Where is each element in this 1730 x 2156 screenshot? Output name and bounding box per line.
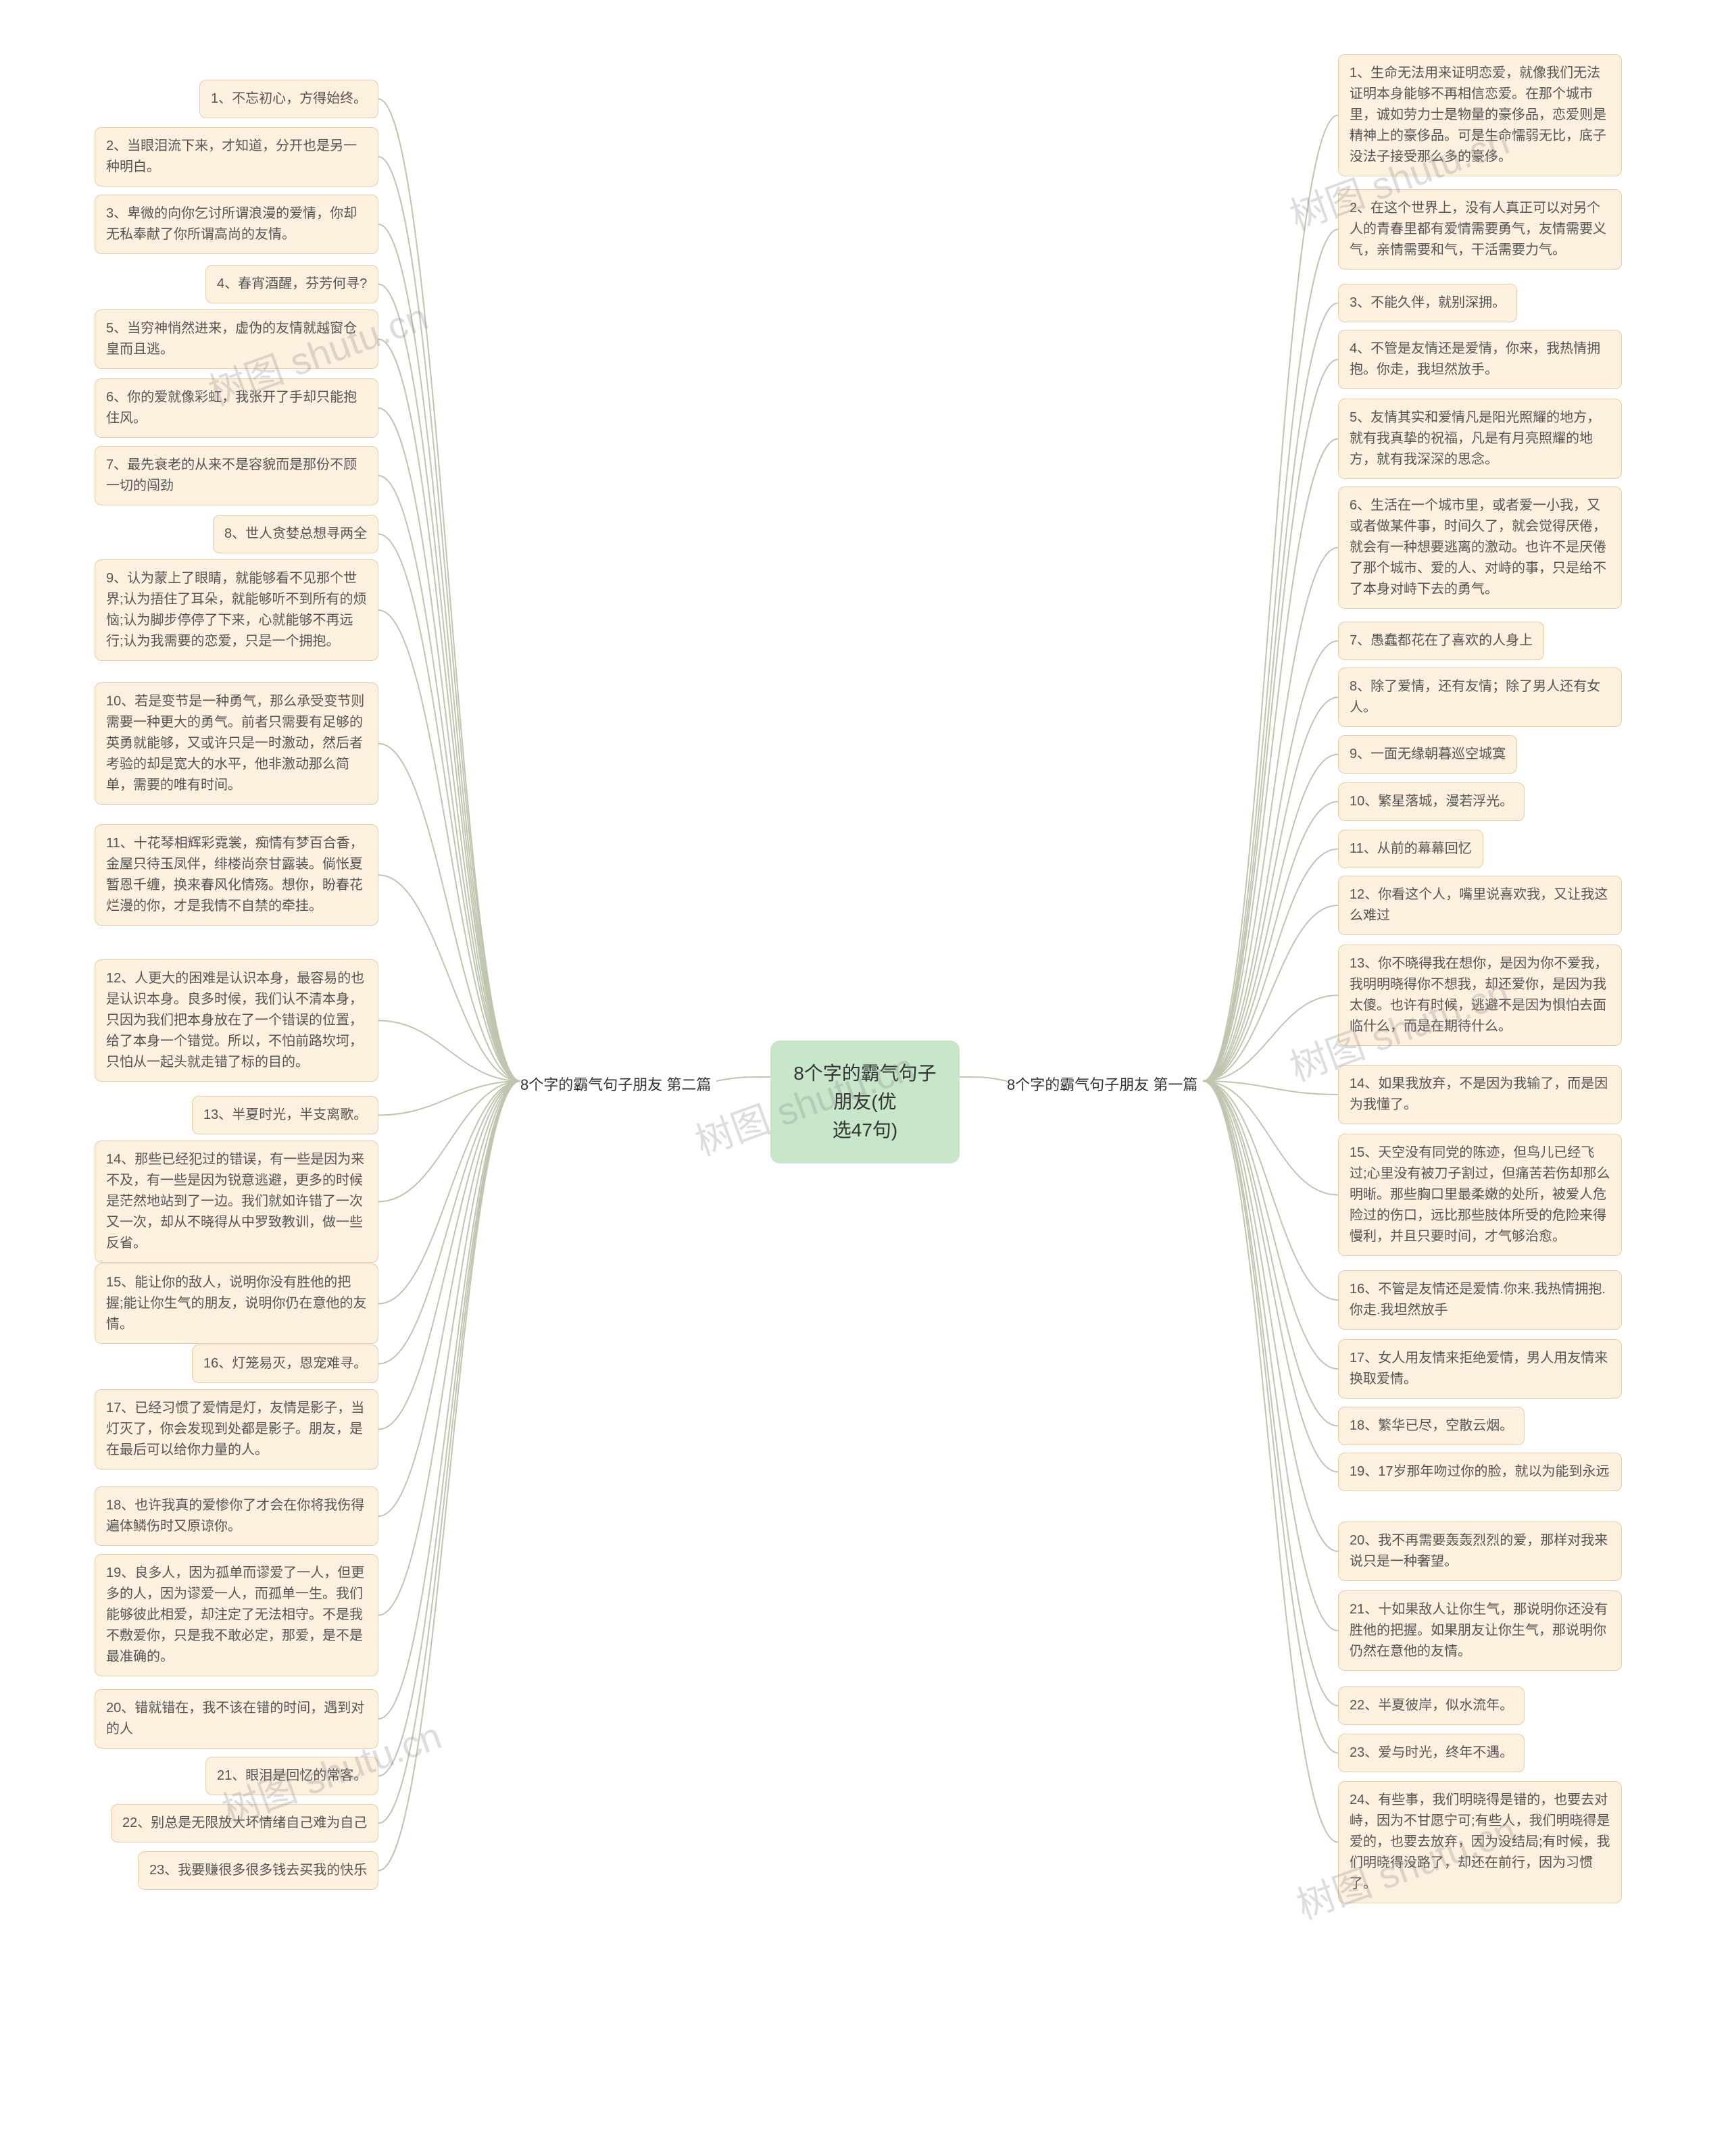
leaf-left: 5、当穷神悄然进来，虚伪的友情就越窗仓皇而且逃。 [95,309,378,369]
leaf-left: 9、认为蒙上了眼睛，就能够看不见那个世界;认为捂住了耳朵，就能够听不到所有的烦恼… [95,559,378,661]
leaf-right: 17、女人用友情来拒绝爱情，男人用友情来换取爱情。 [1338,1339,1622,1399]
leaf-right: 15、天空没有同党的陈迹，但鸟儿已经飞过;心里没有被刀子割过，但痛苦若伤却那么明… [1338,1134,1622,1256]
leaf-left: 21、眼泪是回忆的常客。 [205,1757,378,1795]
leaf-right: 5、友情其实和爱情凡是阳光照耀的地方，就有我真挚的祝福，凡是有月亮照耀的地方，就… [1338,399,1622,479]
leaf-right: 7、愚蠢都花在了喜欢的人身上 [1338,622,1544,660]
center-node: 8个字的霸气句子朋友(优 选47句) [770,1041,960,1163]
leaf-right: 23、爱与时光，终年不遇。 [1338,1734,1525,1772]
leaf-left: 22、别总是无限放大坏情绪自己难为自己 [111,1804,378,1842]
center-title-line1: 8个字的霸气句子朋友(优 [793,1063,937,1112]
leaf-right: 18、繁华已尽，空散云烟。 [1338,1407,1525,1445]
leaf-right: 8、除了爱情，还有友情；除了男人还有女人。 [1338,668,1622,727]
leaf-left: 8、世人贪婪总想寻两全 [213,515,378,553]
leaf-left: 19、良多人，因为孤单而谬爱了一人，但更多的人，因为谬爱一人，而孤单一生。我们能… [95,1554,378,1676]
leaf-right: 21、十如果敌人让你生气，那说明你还没有胜他的把握。如果朋友让你生气，那说明你仍… [1338,1590,1622,1671]
leaf-left: 16、灯笼易灭，恩宠难寻。 [192,1345,378,1383]
leaf-left: 10、若是变节是一种勇气，那么承受变节则需要一种更大的勇气。前者只需要有足够的英… [95,682,378,805]
leaf-right: 9、一面无缘朝暮巡空城寞 [1338,735,1517,774]
leaf-left: 20、错就错在，我不该在错的时间，遇到对的人 [95,1689,378,1749]
leaf-left: 7、最先衰老的从来不是容貌而是那份不顾一切的闯劲 [95,446,378,505]
leaf-right: 2、在这个世界上，没有人真正可以对另个人的青春里都有爱情需要勇气，友情需要义气，… [1338,189,1622,270]
branch-label-right: 8个字的霸气句子朋友 第一篇 [1007,1073,1197,1095]
leaf-right: 10、繁星落城，漫若浮光。 [1338,782,1525,821]
leaf-right: 20、我不再需要轰轰烈烈的爱，那样对我来说只是一种奢望。 [1338,1522,1622,1581]
leaf-right: 24、有些事，我们明晓得是错的，也要去对峙，因为不甘愿宁可;有些人，我们明晓得是… [1338,1781,1622,1903]
leaf-right: 4、不管是友情还是爱情，你来，我热情拥抱。你走，我坦然放手。 [1338,330,1622,389]
leaf-left: 15、能让你的敌人，说明你没有胜他的把握;能让你生气的朋友，说明你仍在意他的友情… [95,1263,378,1344]
leaf-left: 12、人更大的困难是认识本身，最容易的也是认识本身。良多时候，我们认不清本身，只… [95,959,378,1082]
leaf-left: 2、当眼泪流下来，才知道，分开也是另一种明白。 [95,127,378,186]
leaf-right: 3、不能久伴，就别深拥。 [1338,284,1517,322]
leaf-left: 17、已经习惯了爱情是灯，友情是影子，当灯灭了，你会发现到处都是影子。朋友，是在… [95,1389,378,1470]
leaf-left: 3、卑微的向你乞讨所谓浪漫的爱情，你却无私奉献了你所谓高尚的友情。 [95,195,378,254]
center-title-line2: 选47句) [833,1120,897,1140]
leaf-right: 16、不管是友情还是爱情.你来.我热情拥抱.你走.我坦然放手 [1338,1270,1622,1330]
leaf-left: 18、也许我真的爱惨你了才会在你将我伤得遍体鳞伤时又原谅你。 [95,1486,378,1546]
leaf-left: 13、半夏时光，半支离歌。 [192,1096,378,1134]
leaf-left: 1、不忘初心，方得始终。 [199,80,378,118]
leaf-right: 14、如果我放弃，不是因为我输了，而是因为我懂了。 [1338,1065,1622,1124]
leaf-right: 11、从前的幕幕回忆 [1338,830,1483,868]
leaf-right: 1、生命无法用来证明恋爱，就像我们无法证明本身能够不再相信恋爱。在那个城市里，诚… [1338,54,1622,176]
leaf-right: 6、生活在一个城市里，或者爱一小我，又或者做某件事，时间久了，就会觉得厌倦，就会… [1338,486,1622,609]
leaf-left: 23、我要赚很多很多钱去买我的快乐 [138,1851,378,1890]
leaf-left: 6、你的爱就像彩虹，我张开了手却只能抱住风。 [95,378,378,438]
leaf-left: 4、春宵酒醒，芬芳何寻? [205,265,378,303]
branch-label-left: 8个字的霸气句子朋友 第二篇 [520,1073,711,1095]
leaf-right: 12、你看这个人，嘴里说喜欢我，又让我这么难过 [1338,876,1622,935]
leaf-right: 13、你不晓得我在想你，是因为你不爱我，我明明晓得你不想我，却还爱你，是因为我太… [1338,945,1622,1046]
leaf-left: 11、十花琴相辉彩霓裳，痴情有梦百合香，金屋只待玉凤伴，绯楼尚奈甘露装。倘怅夏暂… [95,824,378,926]
leaf-left: 14、那些已经犯过的错误，有一些是因为来不及，有一些是因为锐意逃避，更多的时候是… [95,1140,378,1263]
leaf-right: 22、半夏彼岸，似水流年。 [1338,1686,1525,1725]
leaf-right: 19、17岁那年吻过你的脸，就以为能到永远 [1338,1453,1622,1491]
